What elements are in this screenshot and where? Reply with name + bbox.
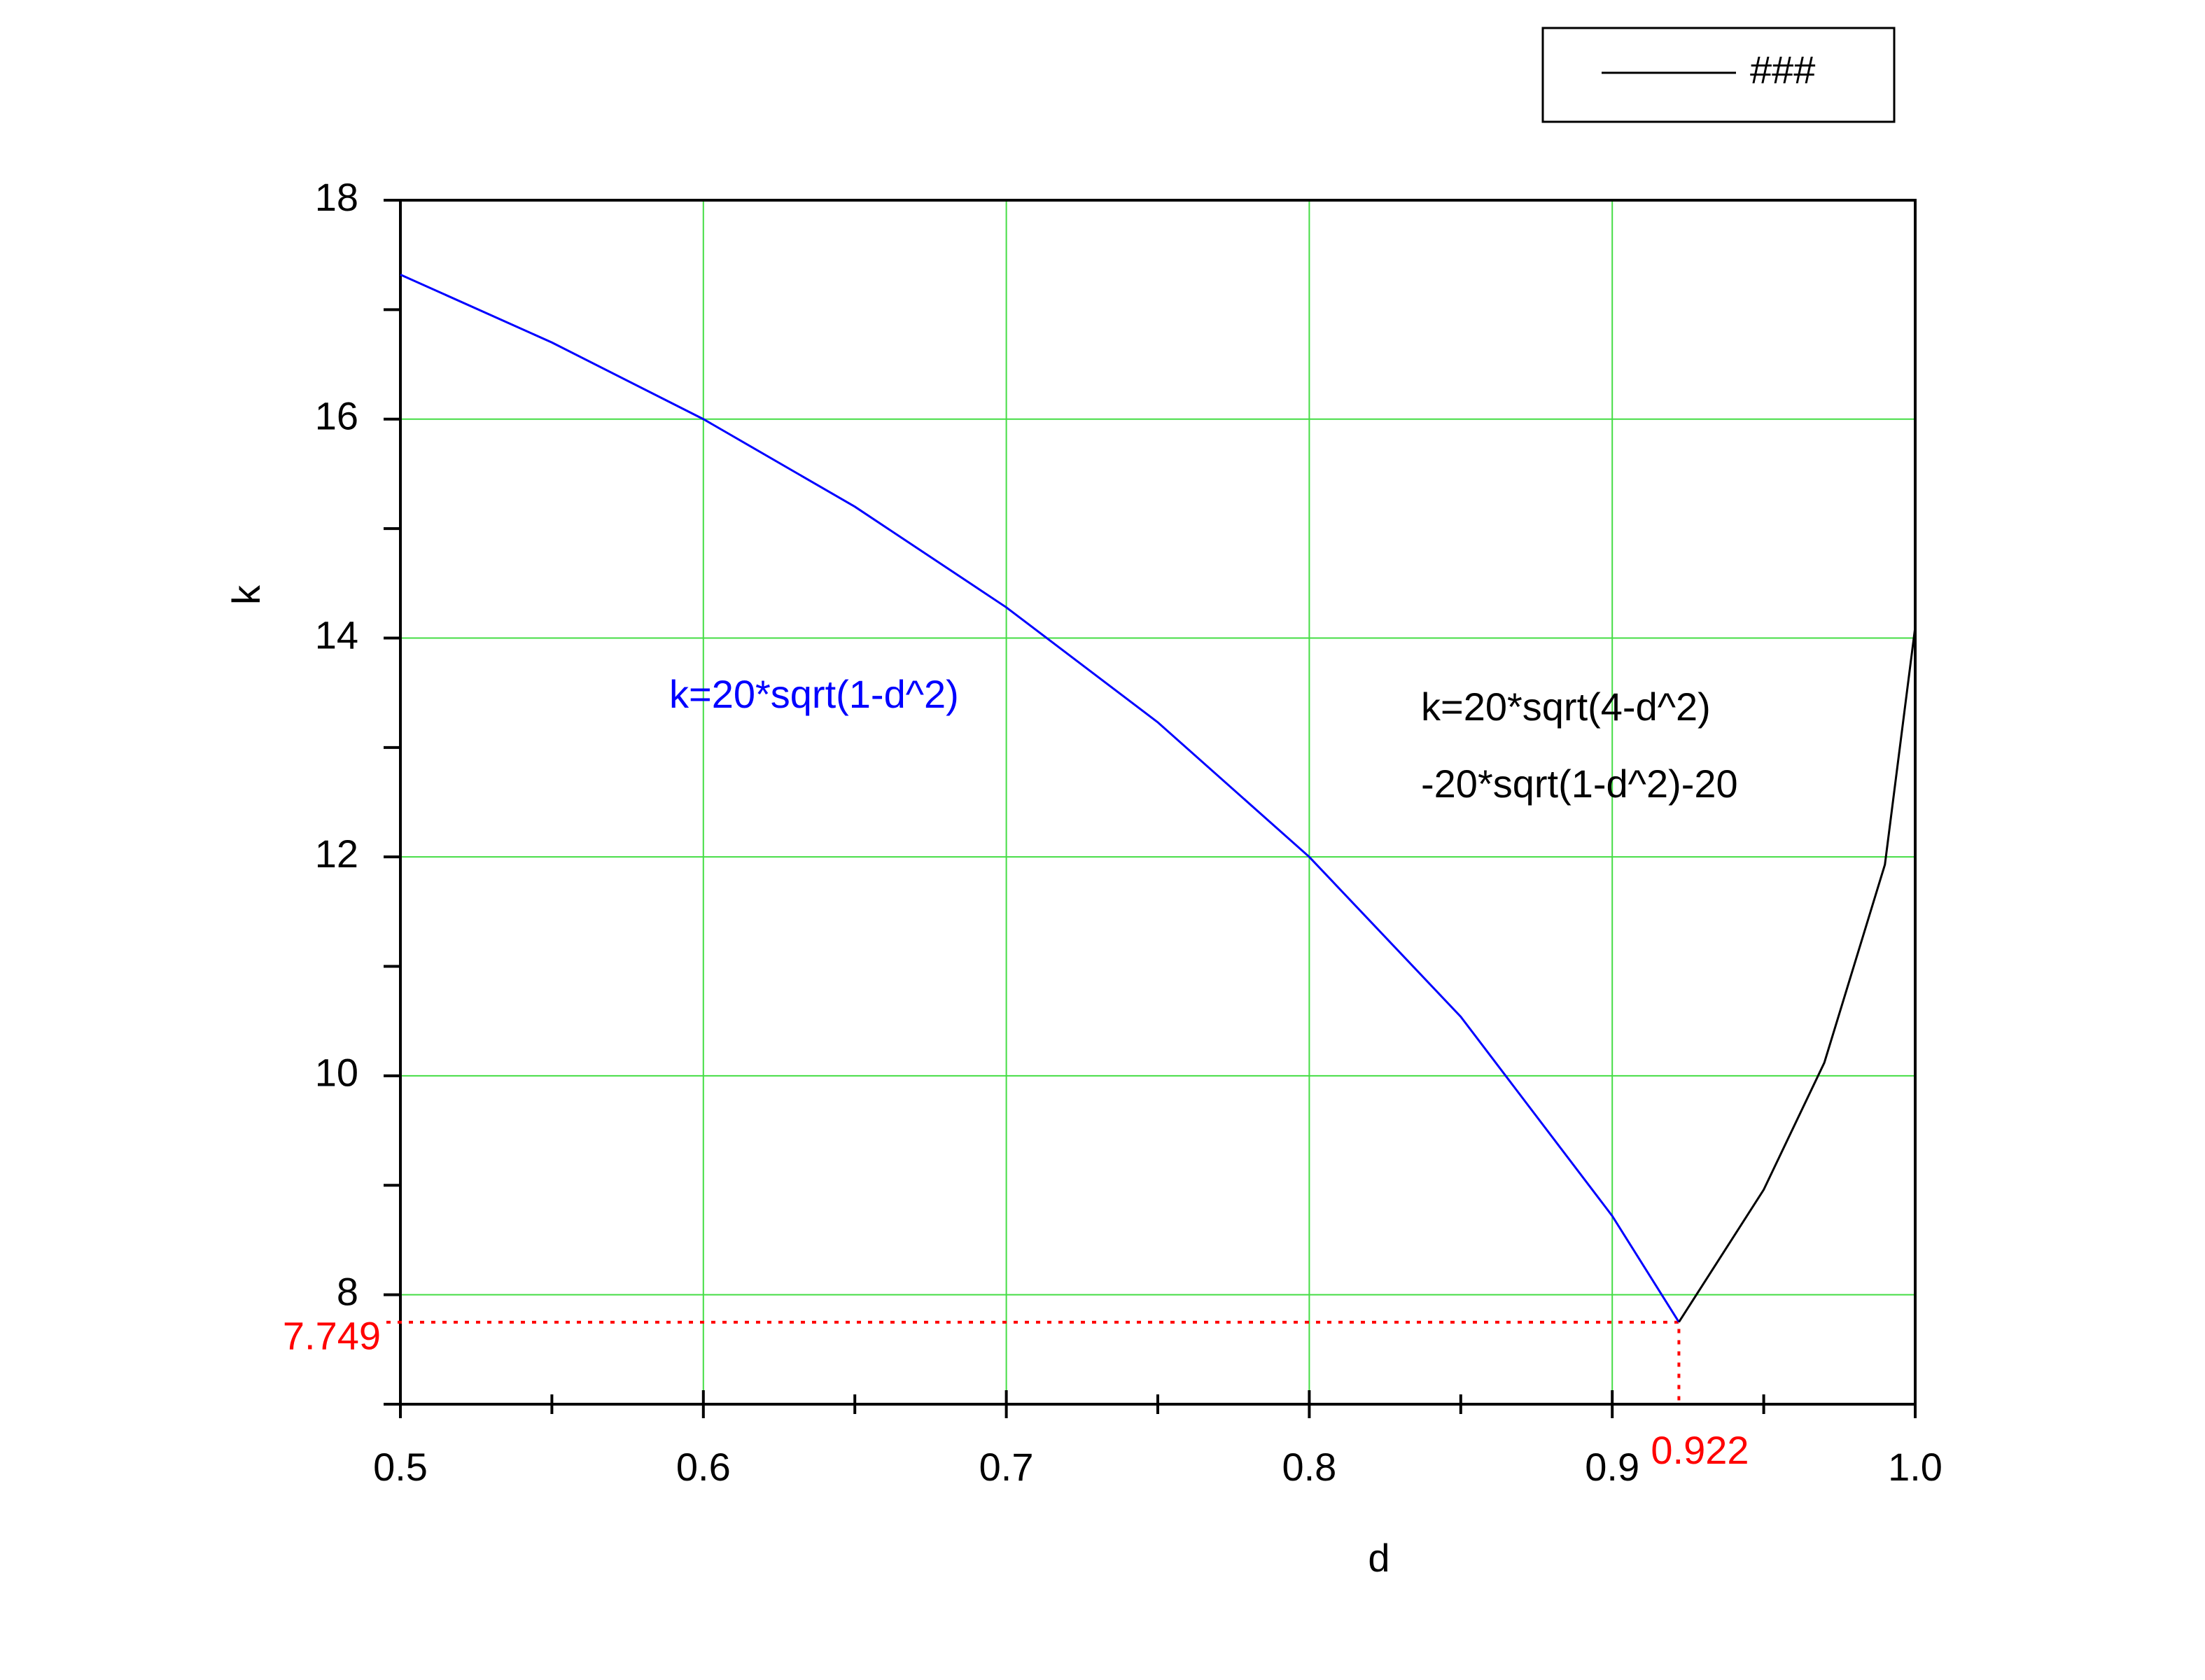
annotation: k=20*sqrt(4-d^2) [1421, 685, 1711, 729]
x-tick-label: 0.5 [373, 1445, 428, 1489]
y-tick-label: 10 [315, 1051, 358, 1095]
annotation: k=20*sqrt(1-d^2) [669, 672, 959, 716]
y-tick-label: 18 [315, 175, 358, 219]
legend-label: ### [1750, 48, 1815, 92]
x-tick-label: 0.9 [1585, 1445, 1639, 1489]
marker-guide [386, 1320, 1681, 1404]
x-tick-label: 0.8 [1282, 1445, 1336, 1489]
x-tick-label: 1.0 [1888, 1445, 1942, 1489]
y-tick-label: 16 [315, 394, 358, 438]
data-line [1678, 626, 1917, 1323]
x-axis-label: d [1368, 1536, 1390, 1580]
y-tick-label: 8 [337, 1269, 358, 1313]
data-line [400, 273, 1680, 1323]
y-tick-label: 12 [315, 832, 358, 876]
x-tick-label: 0.6 [676, 1445, 731, 1489]
y-axis-label: k [224, 584, 268, 605]
marker-x-label: 0.922 [1651, 1428, 1749, 1472]
y-tick-label: 14 [315, 612, 358, 657]
marker-y-label: 7.749 [283, 1314, 381, 1358]
annotation: -20*sqrt(1-d^2)-20 [1421, 762, 1738, 806]
legend-box [1541, 27, 1896, 123]
x-tick-label: 0.7 [979, 1445, 1034, 1489]
